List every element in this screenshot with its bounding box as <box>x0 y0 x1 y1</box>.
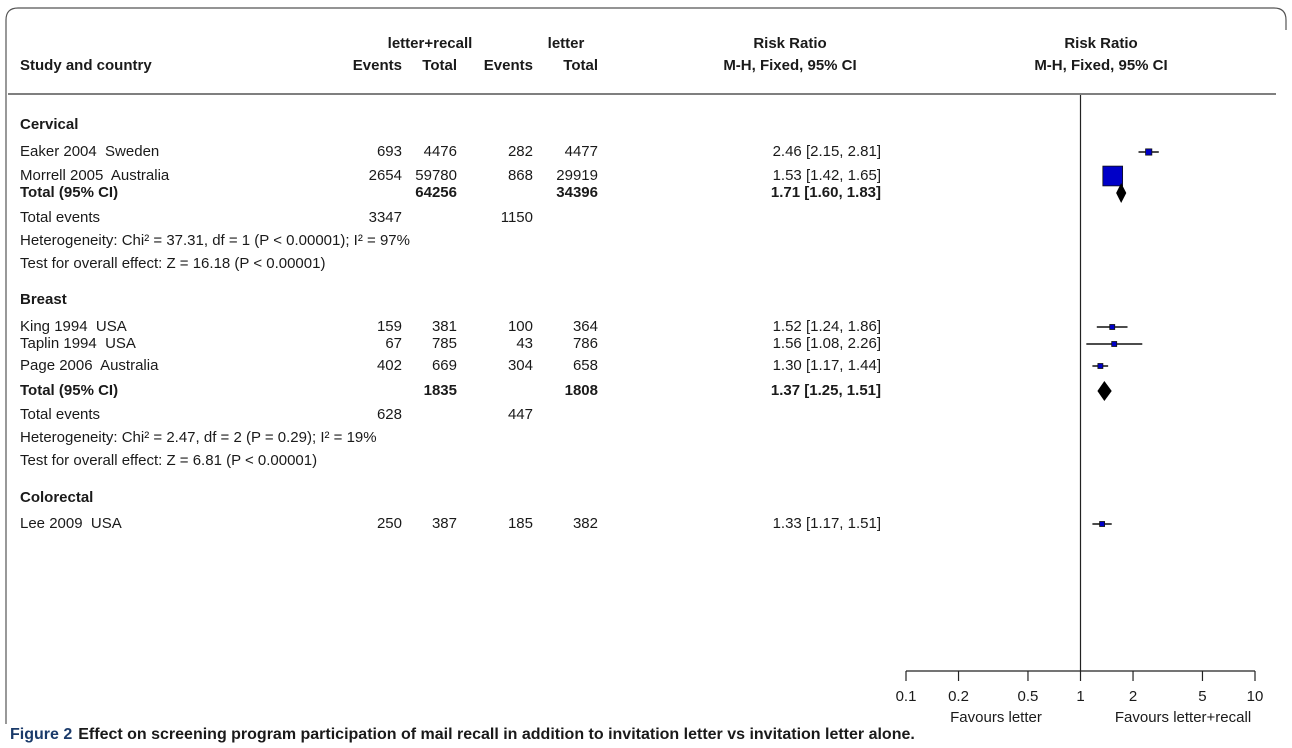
pooled-diamond <box>1116 183 1127 203</box>
events-2: 868 <box>508 167 533 184</box>
effect-method: M-H, Fixed, 95% CI <box>1034 57 1167 74</box>
x-tick-label: 0.2 <box>948 688 969 705</box>
pooled-total-2: 1808 <box>565 382 598 399</box>
total-events-2: 1150 <box>501 209 533 226</box>
total-2: 29919 <box>556 167 598 184</box>
risk-ratio-label: 1.56 [1.08, 2.26] <box>773 335 881 352</box>
events-1: 402 <box>377 357 402 374</box>
total-header: Total <box>563 57 598 74</box>
events-2: 282 <box>508 143 533 160</box>
total-1: 785 <box>432 335 457 352</box>
total-events-label: Total events <box>20 406 100 423</box>
total-1: 387 <box>432 515 457 532</box>
total-2: 364 <box>573 318 598 335</box>
heterogeneity: Heterogeneity: Chi² = 37.31, df = 1 (P <… <box>20 232 410 249</box>
study-square <box>1097 363 1104 369</box>
favours-right: Favours letter+recall <box>1115 709 1251 726</box>
figure-frame <box>5 7 1287 724</box>
x-tick-label: 5 <box>1198 688 1206 705</box>
caption: Figure 2 Effect on screening program part… <box>10 726 915 743</box>
x-tick-label: 1 <box>1076 688 1084 705</box>
risk-ratio-label: 1.33 [1.17, 1.51] <box>773 515 881 532</box>
heterogeneity: Heterogeneity: Chi² = 2.47, df = 2 (P = … <box>20 429 377 446</box>
risk-ratio-label: 1.30 [1.17, 1.44] <box>773 357 881 374</box>
study-label: Page 2006 Australia <box>20 357 159 374</box>
study-label: Morrell 2005 Australia <box>20 167 170 184</box>
overall-effect: Test for overall effect: Z = 6.81 (P < 0… <box>20 452 317 469</box>
total-2: 382 <box>573 515 598 532</box>
events-2: 185 <box>508 515 533 532</box>
favours-left: Favours letter <box>950 709 1042 726</box>
study-square <box>1111 341 1118 347</box>
events-2: 43 <box>516 335 533 352</box>
total-2: 4477 <box>565 143 598 160</box>
effect-method: M-H, Fixed, 95% CI <box>723 57 856 74</box>
total-events-1: 3347 <box>369 209 402 226</box>
subgroup-name: Breast <box>20 291 67 308</box>
events-2: 304 <box>508 357 533 374</box>
x-tick-label: 0.5 <box>1018 688 1039 705</box>
total-events-2: 447 <box>508 406 533 423</box>
pooled-risk-ratio-label: 1.37 [1.25, 1.51] <box>771 382 881 399</box>
study-square <box>1102 165 1124 187</box>
pooled-total-1: 64256 <box>415 184 457 201</box>
total-events-label: Total events <box>20 209 100 226</box>
x-tick-label: 10 <box>1247 688 1264 705</box>
study-label: Lee 2009 USA <box>20 515 122 532</box>
study-square <box>1145 148 1153 156</box>
group-header: letter+recall <box>388 35 473 52</box>
study-square <box>1099 521 1106 527</box>
subgroup-name: Colorectal <box>20 489 93 506</box>
overall-effect: Test for overall effect: Z = 16.18 (P < … <box>20 255 325 272</box>
events-header: Events <box>353 57 402 74</box>
total-2: 658 <box>573 357 598 374</box>
study-header: Study and country <box>20 57 152 74</box>
study-label: Eaker 2004 Sweden <box>20 143 159 160</box>
x-tick-label: 0.1 <box>896 688 917 705</box>
total-label: Total (95% CI) <box>20 382 118 399</box>
events-1: 67 <box>385 335 402 352</box>
risk-ratio-label: 2.46 [2.15, 2.81] <box>773 143 881 160</box>
risk-ratio-label: 1.53 [1.42, 1.65] <box>773 167 881 184</box>
study-label: King 1994 USA <box>20 318 127 335</box>
total-label: Total (95% CI) <box>20 184 118 201</box>
total-1: 59780 <box>415 167 457 184</box>
x-tick-label: 2 <box>1129 688 1137 705</box>
effect-header: Risk Ratio <box>1064 35 1137 52</box>
pooled-risk-ratio-label: 1.71 [1.60, 1.83] <box>771 184 881 201</box>
caption-label: Figure 2 <box>10 726 72 743</box>
study-square <box>1109 324 1116 330</box>
group-header: letter <box>548 35 585 52</box>
subgroup-name: Cervical <box>20 116 78 133</box>
events-1: 2654 <box>369 167 402 184</box>
caption-text: Effect on screening program participatio… <box>78 726 915 743</box>
pooled-total-1: 1835 <box>424 382 457 399</box>
events-2: 100 <box>508 318 533 335</box>
study-label: Taplin 1994 USA <box>20 335 136 352</box>
pooled-total-2: 34396 <box>556 184 598 201</box>
total-1: 4476 <box>424 143 457 160</box>
total-1: 381 <box>432 318 457 335</box>
total-events-1: 628 <box>377 406 402 423</box>
events-1: 693 <box>377 143 402 160</box>
events-header: Events <box>484 57 533 74</box>
events-1: 159 <box>377 318 402 335</box>
total-header: Total <box>422 57 457 74</box>
total-2: 786 <box>573 335 598 352</box>
risk-ratio-label: 1.52 [1.24, 1.86] <box>773 318 881 335</box>
events-1: 250 <box>377 515 402 532</box>
effect-header: Risk Ratio <box>753 35 826 52</box>
total-1: 669 <box>432 357 457 374</box>
pooled-diamond <box>1097 381 1112 401</box>
